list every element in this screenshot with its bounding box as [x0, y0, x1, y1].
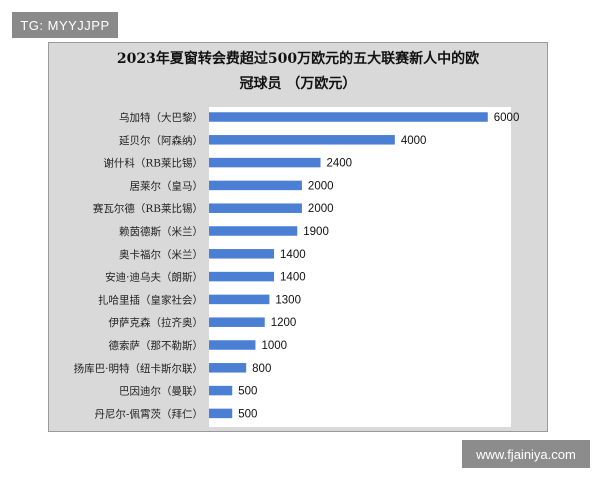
watermark-badge-bottom: www.fjainiya.com: [462, 440, 590, 468]
category-label: 延贝尔（阿森纳）: [119, 134, 203, 147]
data-label: 500: [238, 408, 257, 420]
category-label: 乌加特（大巴黎）: [119, 111, 203, 124]
watermark-badge-top: TG: MYYJJPP: [12, 12, 118, 38]
data-label: 1300: [275, 294, 301, 306]
chart-title-line-1: 2023年夏窗转会费超过500万欧元的五大联赛新人中的欧: [116, 51, 480, 67]
category-label: 扬库巴·明特（纽卡斯尔联）: [74, 362, 203, 375]
bar: [209, 294, 270, 305]
data-label: 500: [238, 386, 257, 398]
bar: [209, 385, 233, 396]
data-label: 2400: [327, 158, 353, 170]
data-label: 1400: [280, 249, 306, 261]
bar: [209, 226, 298, 236]
data-label: 2000: [308, 203, 334, 215]
data-label: 1000: [261, 340, 287, 352]
chart-title: 2023年夏窗转会费超过500万欧元的五大联赛新人中的欧 冠球员 （万欧元）: [49, 47, 547, 97]
bar: [209, 180, 302, 191]
category-label: 巴因迪尔（曼联）: [119, 385, 203, 398]
bar: [209, 317, 265, 327]
category-label: 德索萨（那不勒斯）: [109, 339, 204, 352]
data-label: 4000: [401, 135, 427, 147]
chart-title-line-2: 冠球员 （万欧元）: [239, 76, 357, 92]
data-label: 1400: [280, 272, 306, 284]
bar: [209, 363, 247, 373]
category-label: 伊萨克森（拉齐奥）: [109, 316, 204, 329]
bar-chart: 乌加特（大巴黎） 6000 延贝尔（阿森纳） 4000 谢什科（RB莱比锡） 2400 居莱…: [74, 111, 520, 420]
category-label: 谢什科（RB莱比锡）: [103, 157, 203, 170]
category-label: 扎哈里插（皇家社会）: [98, 293, 203, 306]
category-label: 赖茵德斯（米兰）: [119, 225, 203, 238]
bar: [209, 340, 256, 350]
category-label: 赛瓦尔德（RB莱比锡）: [93, 202, 203, 215]
category-label: 奥卡福尔（米兰）: [119, 248, 203, 261]
data-label: 1200: [271, 317, 297, 329]
category-label: 居莱尔（皇马）: [130, 179, 204, 192]
bar: [209, 249, 275, 259]
bar: [209, 135, 395, 145]
data-label: 6000: [494, 112, 520, 124]
bar: [209, 203, 302, 213]
data-label: 1900: [303, 226, 329, 238]
category-label: 丹尼尔-佩霄茨（拜仁）: [94, 407, 203, 420]
bar: [209, 112, 488, 122]
data-label: 2000: [308, 180, 334, 192]
chart-container: 2023年夏窗转会费超过500万欧元的五大联赛新人中的欧 冠球员 （万欧元） 乌…: [48, 42, 548, 432]
data-label: 800: [252, 363, 271, 375]
bar: [209, 408, 233, 419]
bar: [209, 271, 275, 282]
bar: [209, 157, 321, 168]
category-label: 安迪·迪乌夫（朗斯）: [105, 271, 203, 284]
